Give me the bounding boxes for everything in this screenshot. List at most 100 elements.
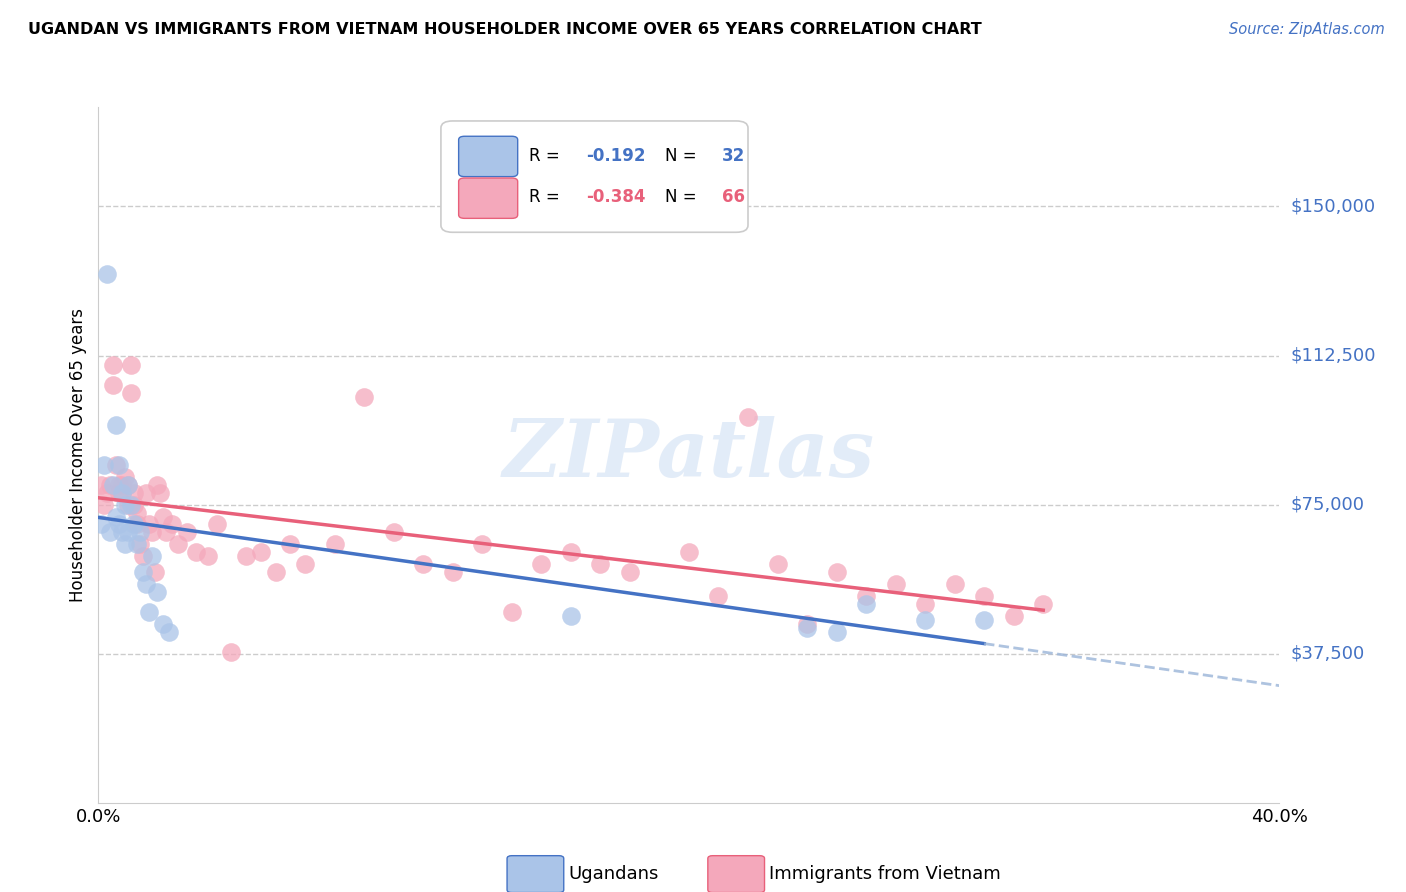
Text: Ugandans: Ugandans: [568, 864, 659, 883]
Point: [149, 485, 172, 500]
Text: $37,500: $37,500: [1291, 645, 1365, 663]
Point: [132, 565, 155, 579]
Point: [125, 537, 148, 551]
Point: [120, 386, 142, 401]
FancyBboxPatch shape: [508, 855, 564, 892]
Point: [796, 621, 818, 635]
Point: [560, 609, 582, 624]
Point: [128, 525, 150, 540]
Point: [162, 517, 183, 532]
Point: [135, 577, 157, 591]
Point: [250, 545, 273, 559]
Point: [108, 477, 131, 491]
Y-axis label: Householder Income Over 65 years: Householder Income Over 65 years: [69, 308, 87, 602]
Point: [589, 558, 612, 572]
Point: [111, 477, 134, 491]
Point: [219, 645, 242, 659]
Point: [441, 565, 464, 579]
FancyBboxPatch shape: [458, 136, 517, 177]
Point: [108, 485, 131, 500]
FancyBboxPatch shape: [458, 178, 517, 219]
Point: [707, 589, 730, 603]
Point: [294, 558, 316, 572]
Point: [108, 458, 131, 472]
Point: [122, 517, 145, 532]
Point: [120, 498, 142, 512]
Point: [125, 506, 148, 520]
Text: $150,000: $150,000: [1291, 197, 1375, 216]
Point: [855, 589, 877, 603]
Point: [114, 498, 136, 512]
Point: [96, 485, 118, 500]
Point: [471, 537, 494, 551]
Point: [141, 525, 163, 540]
Text: $75,000: $75,000: [1291, 496, 1365, 514]
Point: [141, 549, 163, 564]
Text: ZIPatlas: ZIPatlas: [503, 417, 875, 493]
Point: [737, 410, 759, 425]
Point: [138, 605, 160, 619]
Point: [105, 458, 128, 472]
Point: [93, 498, 115, 512]
Point: [766, 558, 789, 572]
Point: [914, 597, 936, 611]
Point: [132, 549, 155, 564]
Point: [125, 517, 148, 532]
Point: [167, 537, 190, 551]
Point: [114, 470, 136, 484]
Text: R =: R =: [530, 147, 565, 165]
Point: [796, 616, 818, 631]
Point: [382, 525, 405, 540]
Point: [235, 549, 257, 564]
Point: [278, 537, 302, 551]
Point: [323, 537, 346, 551]
Point: [264, 565, 287, 579]
Point: [122, 485, 145, 500]
Point: [111, 485, 134, 500]
Point: [825, 624, 848, 639]
Point: [914, 613, 936, 627]
Point: [184, 545, 207, 559]
FancyBboxPatch shape: [441, 121, 748, 232]
FancyBboxPatch shape: [707, 855, 765, 892]
Point: [143, 565, 166, 579]
Point: [103, 378, 125, 392]
Text: $112,500: $112,500: [1291, 346, 1376, 365]
Point: [111, 525, 134, 540]
Point: [103, 359, 125, 373]
Text: -0.192: -0.192: [586, 147, 645, 165]
Point: [108, 517, 131, 532]
Point: [114, 537, 136, 551]
Point: [1002, 609, 1025, 624]
Text: UGANDAN VS IMMIGRANTS FROM VIETNAM HOUSEHOLDER INCOME OVER 65 YEARS CORRELATION : UGANDAN VS IMMIGRANTS FROM VIETNAM HOUSE…: [28, 22, 981, 37]
Point: [197, 549, 219, 564]
Text: -0.384: -0.384: [586, 188, 645, 206]
Point: [412, 558, 434, 572]
Point: [530, 558, 553, 572]
Point: [93, 458, 115, 472]
Point: [560, 545, 582, 559]
Point: [117, 525, 139, 540]
Point: [135, 485, 157, 500]
Point: [1032, 597, 1054, 611]
Point: [98, 477, 121, 491]
Text: R =: R =: [530, 188, 565, 206]
Point: [353, 390, 375, 404]
Point: [138, 517, 160, 532]
Point: [120, 359, 142, 373]
Point: [117, 498, 139, 512]
Point: [146, 477, 169, 491]
Point: [105, 418, 128, 433]
Point: [98, 525, 121, 540]
Point: [103, 477, 125, 491]
Point: [146, 585, 169, 599]
Text: N =: N =: [665, 147, 702, 165]
Point: [855, 597, 877, 611]
Point: [678, 545, 700, 559]
Point: [973, 613, 995, 627]
Point: [152, 616, 174, 631]
Point: [884, 577, 907, 591]
Point: [157, 624, 180, 639]
Point: [117, 477, 139, 491]
Point: [943, 577, 966, 591]
